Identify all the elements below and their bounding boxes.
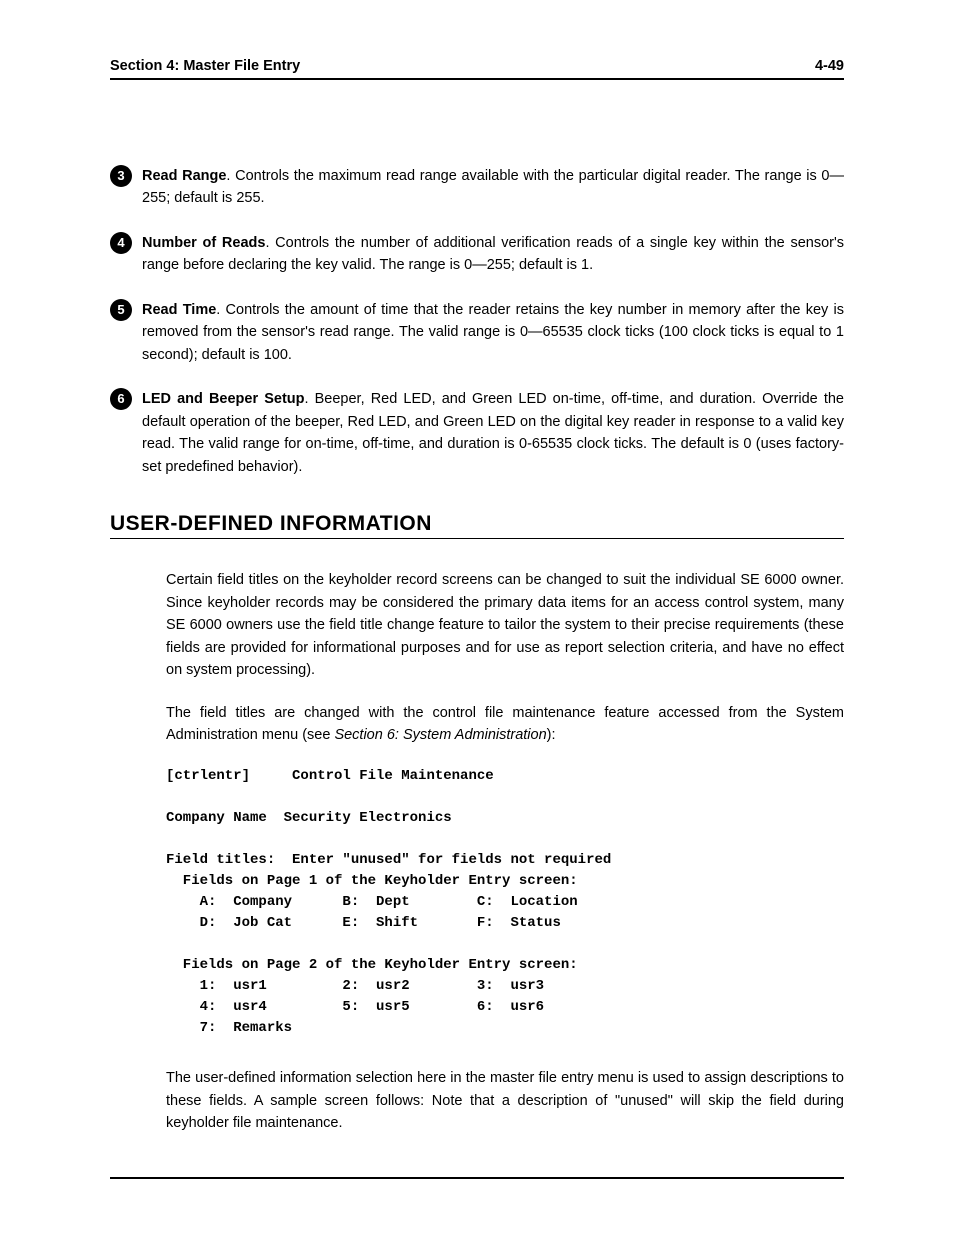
footer-rule <box>110 1177 844 1179</box>
numbered-item: 6 LED and Beeper Setup. Beeper, Red LED,… <box>110 388 844 478</box>
paragraph: The user-defined information selection h… <box>166 1067 844 1134</box>
item-body: Read Time. Controls the amount of time t… <box>142 299 844 366</box>
page-content: 3 Read Range. Controls the maximum read … <box>110 80 844 1135</box>
item-title: Read Range <box>142 168 226 184</box>
item-title: Number of Reads <box>142 235 265 251</box>
page-header: Section 4: Master File Entry 4-49 <box>110 58 844 80</box>
item-title: LED and Beeper Setup <box>142 391 305 407</box>
item-number-bullet: 3 <box>110 165 132 187</box>
terminal-screen-sample: [ctrlentr] Control File Maintenance Comp… <box>166 766 844 1039</box>
item-text: . Controls the maximum read range availa… <box>142 168 844 206</box>
numbered-item: 3 Read Range. Controls the maximum read … <box>110 165 844 210</box>
item-number-bullet: 4 <box>110 232 132 254</box>
header-page-number: 4-49 <box>815 58 844 74</box>
item-number-bullet: 6 <box>110 388 132 410</box>
item-title: Read Time <box>142 302 216 318</box>
item-body: LED and Beeper Setup. Beeper, Red LED, a… <box>142 388 844 478</box>
item-number-bullet: 5 <box>110 299 132 321</box>
section-heading: USER-DEFINED INFORMATION <box>110 512 844 539</box>
para-text: ): <box>547 727 556 743</box>
item-text: . Controls the amount of time that the r… <box>142 302 844 363</box>
item-body: Read Range. Controls the maximum read ra… <box>142 165 844 210</box>
numbered-item: 4 Number of Reads. Controls the number o… <box>110 232 844 277</box>
paragraph: The field titles are changed with the co… <box>166 702 844 747</box>
page: Section 4: Master File Entry 4-49 3 Read… <box>0 0 954 1235</box>
header-section-title: Section 4: Master File Entry <box>110 58 300 74</box>
cross-reference: Section 6: System Administration <box>334 727 546 743</box>
item-body: Number of Reads. Controls the number of … <box>142 232 844 277</box>
paragraph: Certain field titles on the keyholder re… <box>166 569 844 681</box>
numbered-item: 5 Read Time. Controls the amount of time… <box>110 299 844 366</box>
